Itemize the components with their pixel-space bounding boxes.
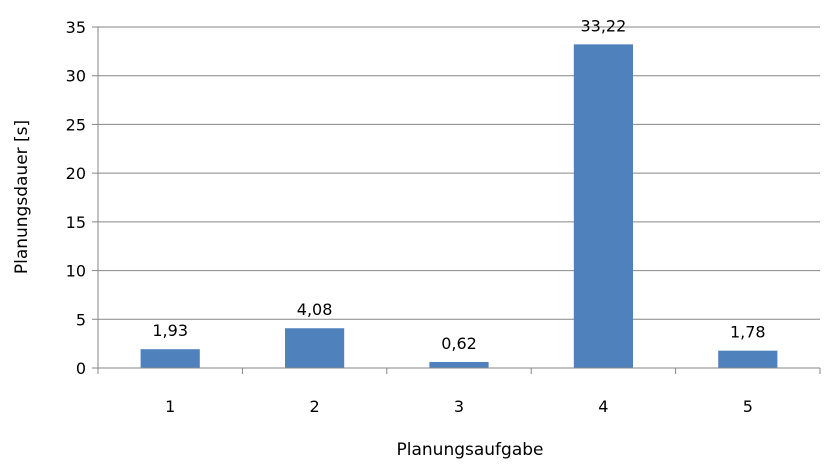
gridlines [98,26,820,320]
x-tick-label: 2 [310,397,320,416]
data-label: 1,93 [152,321,188,340]
y-tick-label: 0 [76,359,86,378]
x-tick-label: 1 [165,397,175,416]
y-tick-label: 25 [66,115,86,134]
y-tick-label: 5 [76,310,86,329]
y-tick-label: 35 [66,18,86,37]
x-axis-title: Planungsaufgabe [397,440,544,460]
axes [92,26,821,374]
y-tick-labels: 0 5 10 15 20 25 30 35 [66,18,86,378]
bar [429,361,489,368]
y-tick-label: 30 [66,67,86,86]
data-label: 0,62 [441,334,477,353]
data-label: 4,08 [297,300,333,319]
x-tick-label: 4 [598,397,608,416]
data-labels: 1,93 4,08 0,62 33,22 1,78 [152,16,765,353]
x-tick-label: 3 [454,397,464,416]
x-tick-label: 5 [743,397,753,416]
bar [718,350,778,368]
data-label: 33,22 [580,16,626,35]
y-tick-label: 20 [66,164,86,183]
bar [573,44,634,368]
bar [284,328,345,368]
bar [140,349,200,368]
data-label: 1,78 [730,323,766,342]
y-axis-title: Planungsdauer [s] [12,120,32,274]
y-tick-label: 15 [66,213,86,232]
x-tick-labels: 1 2 3 4 5 [165,397,753,416]
bars [140,44,778,368]
y-tick-label: 10 [66,262,86,281]
